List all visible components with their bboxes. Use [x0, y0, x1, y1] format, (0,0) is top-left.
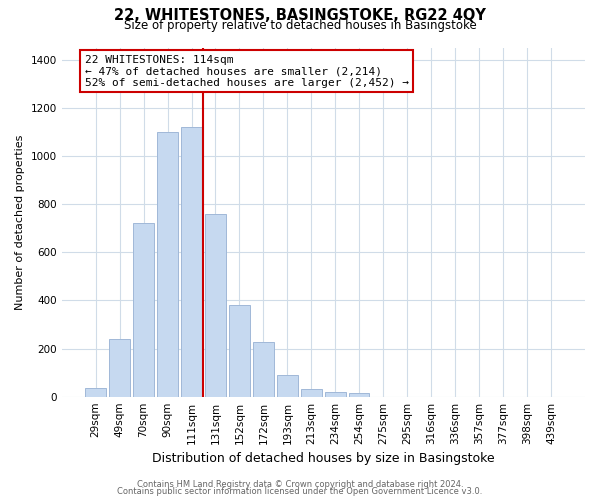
Bar	[109, 339, 130, 396]
X-axis label: Distribution of detached houses by size in Basingstoke: Distribution of detached houses by size …	[152, 452, 494, 465]
Bar	[181, 127, 202, 396]
Text: Contains public sector information licensed under the Open Government Licence v3: Contains public sector information licen…	[118, 487, 482, 496]
Text: Contains HM Land Registry data © Crown copyright and database right 2024.: Contains HM Land Registry data © Crown c…	[137, 480, 463, 489]
Text: Size of property relative to detached houses in Basingstoke: Size of property relative to detached ho…	[124, 19, 476, 32]
Bar	[133, 224, 154, 396]
Text: 22, WHITESTONES, BASINGSTOKE, RG22 4QY: 22, WHITESTONES, BASINGSTOKE, RG22 4QY	[114, 8, 486, 22]
Bar	[301, 390, 322, 396]
Bar	[349, 393, 370, 396]
Bar	[157, 132, 178, 396]
Bar	[205, 214, 226, 396]
Bar	[325, 392, 346, 396]
Bar	[85, 388, 106, 396]
Text: 22 WHITESTONES: 114sqm
← 47% of detached houses are smaller (2,214)
52% of semi-: 22 WHITESTONES: 114sqm ← 47% of detached…	[85, 54, 409, 88]
Bar	[229, 305, 250, 396]
Bar	[253, 342, 274, 396]
Bar	[277, 375, 298, 396]
Y-axis label: Number of detached properties: Number of detached properties	[15, 134, 25, 310]
